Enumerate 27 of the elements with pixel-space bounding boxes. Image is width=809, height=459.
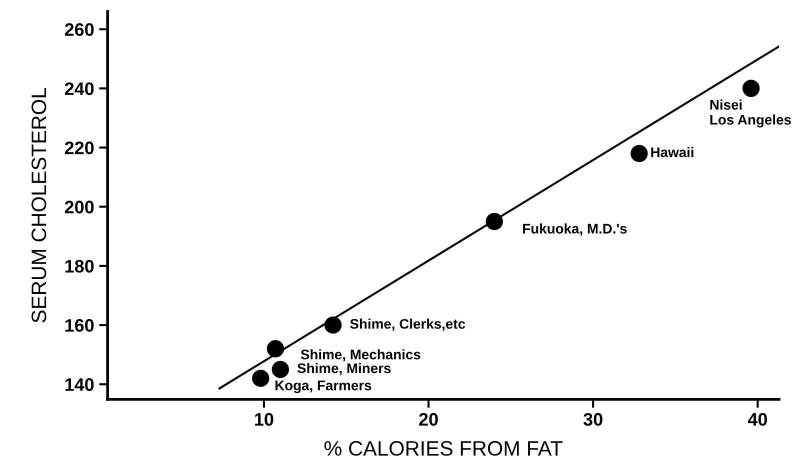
annotation: Koga, Farmers <box>275 380 372 394</box>
annotation: Shime, Miners <box>297 362 391 376</box>
x-tick-label: 20 <box>419 413 438 426</box>
point <box>252 370 270 387</box>
x-tick-label: 30 <box>583 413 602 426</box>
y-tick-label: 220 <box>64 142 94 154</box>
y-tick-label: 240 <box>64 82 94 96</box>
x-tick-label: 40 <box>748 413 767 426</box>
annotation: Shime, Clerks,etc <box>350 318 466 331</box>
y-tick-label: 140 <box>65 378 94 391</box>
point <box>742 80 760 98</box>
x-axis-title: % CALORIES FROM FAT <box>324 441 562 456</box>
point <box>324 316 342 334</box>
point <box>486 212 503 230</box>
point <box>266 340 284 358</box>
point <box>272 360 290 378</box>
annotation: Shime, Mechanics <box>300 349 420 362</box>
annotation: Hawaii <box>651 147 694 158</box>
x-tick-label: 10 <box>255 413 274 426</box>
annotation: Fukuoka, M.D.'s <box>523 223 627 236</box>
y-tick-label: 160 <box>65 319 94 332</box>
y-axis-title: SERUM CHOLESTEROL <box>32 88 46 323</box>
annotation: Nisei Los Angeles <box>710 100 791 128</box>
y-tick-label: 260 <box>64 23 94 36</box>
y-tick-label: 200 <box>64 200 94 214</box>
y-tick-label: 180 <box>65 260 94 273</box>
point <box>630 144 648 162</box>
